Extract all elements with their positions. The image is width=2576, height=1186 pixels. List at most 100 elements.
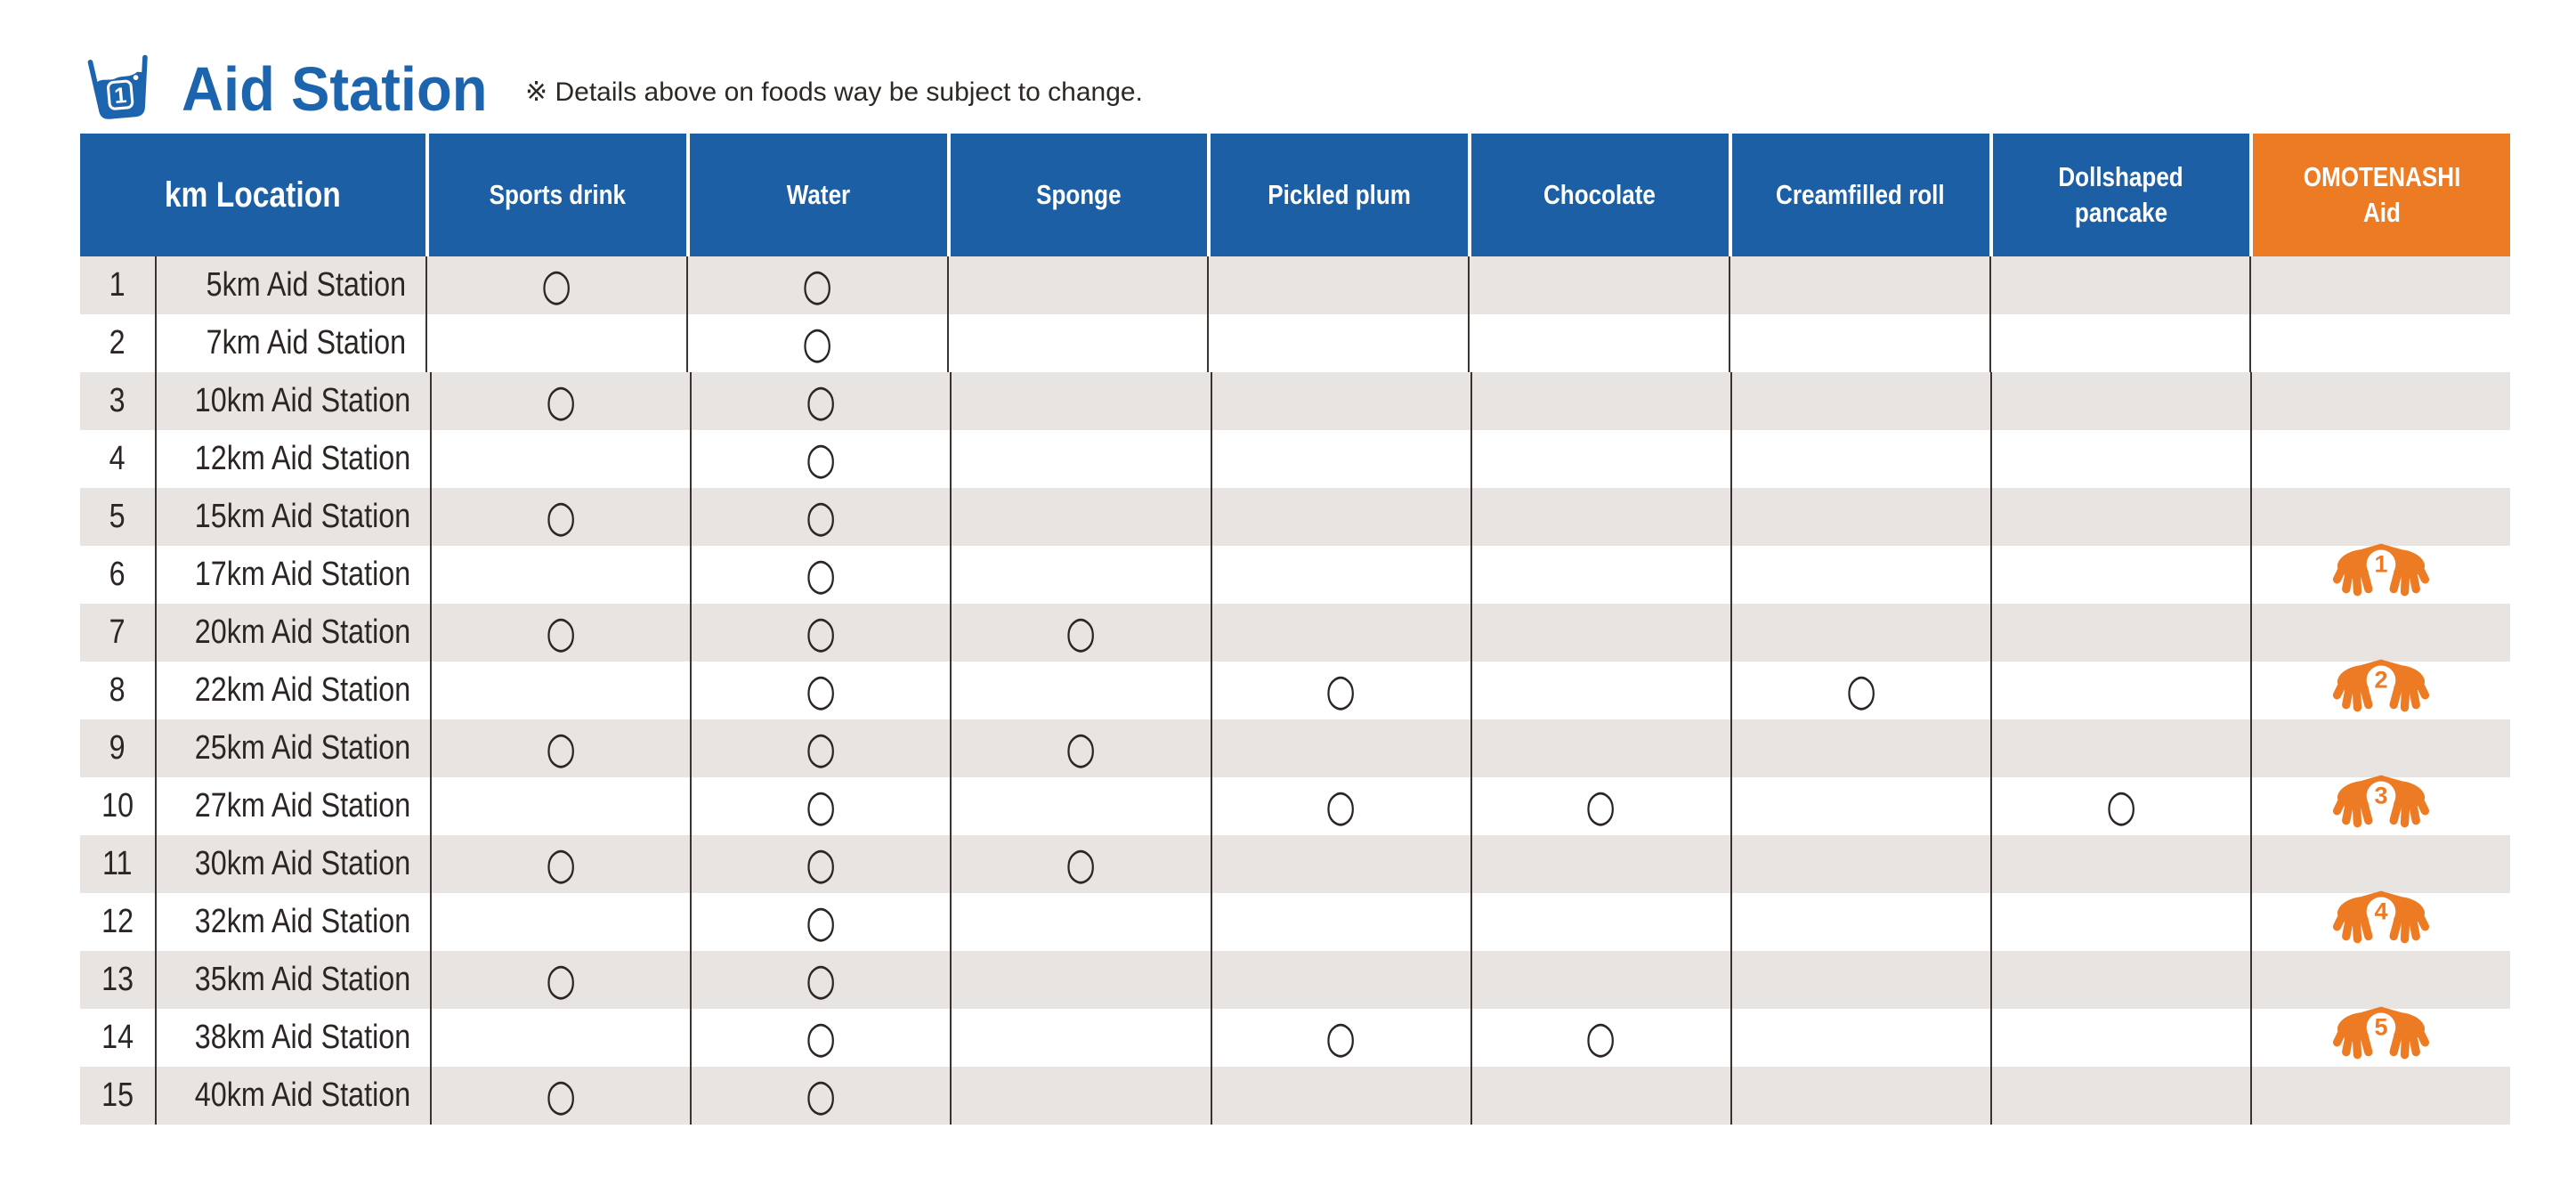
column-header-label: OMOTENASHI xyxy=(2303,161,2460,192)
column-header-label: Dollshaped xyxy=(2058,161,2184,192)
station-name: 30km Aid Station xyxy=(194,845,411,882)
item-cell: ○ xyxy=(427,256,688,314)
column-header-label: Sports drink xyxy=(489,179,627,210)
row-number-cell: 8 xyxy=(80,662,157,719)
omotenashi-aid-cell: 2 xyxy=(2252,659,2510,719)
item-cell xyxy=(1730,314,1991,372)
column-header-label: Water xyxy=(786,179,850,210)
circle-mark: ○ xyxy=(2105,780,2136,832)
circle-mark: ○ xyxy=(806,375,837,426)
item-cell xyxy=(1992,488,2252,546)
item-cell xyxy=(952,777,1212,835)
circle-mark: ○ xyxy=(546,1069,577,1121)
glass-outline xyxy=(87,54,148,119)
item-cell xyxy=(1209,256,1470,314)
item-cell xyxy=(432,893,693,951)
circle-mark: ○ xyxy=(1065,838,1097,890)
omotenashi-aid-number: 3 xyxy=(2374,781,2388,808)
item-cell xyxy=(1472,488,1732,546)
item-cell xyxy=(1732,719,1992,777)
row-number-cell: 13 xyxy=(80,951,157,1009)
column-header-km-location: km Location xyxy=(80,134,429,256)
item-cell: ○ xyxy=(432,835,693,893)
item-cell: ○ xyxy=(432,372,693,430)
circle-mark: ○ xyxy=(806,954,837,1005)
station-name: 25km Aid Station xyxy=(194,729,411,767)
item-cell: ○ xyxy=(952,604,1212,662)
item-cell xyxy=(1212,430,1472,488)
station-name-cell: 7km Aid Station xyxy=(157,314,427,372)
item-cell: ○ xyxy=(692,1067,952,1125)
omotenashi-aid-cell xyxy=(2252,604,2510,662)
column-header-water: Water xyxy=(689,134,951,256)
item-cell xyxy=(1730,256,1991,314)
aid-station-cup-icon: 1 xyxy=(85,54,156,122)
table-row: 11 30km Aid Station ○ ○ ○ xyxy=(80,835,2510,893)
item-cell: ○ xyxy=(952,835,1212,893)
item-cell xyxy=(1732,488,1992,546)
item-cell xyxy=(1992,546,2252,604)
column-header-label: Pickled plum xyxy=(1268,179,1411,210)
omotenashi-aid-number: 5 xyxy=(2374,1012,2388,1040)
circle-mark: ○ xyxy=(1065,722,1097,774)
table-row: 2 7km Aid Station ○ xyxy=(80,314,2510,372)
omotenashi-aid-cell xyxy=(2251,314,2510,372)
circle-mark: ○ xyxy=(546,491,577,542)
item-cell xyxy=(432,546,693,604)
cupped-hands-icon xyxy=(2332,890,2430,943)
item-cell: ○ xyxy=(1732,662,1992,719)
station-name-cell: 20km Aid Station xyxy=(157,604,433,662)
item-cell xyxy=(427,314,688,372)
item-cell: ○ xyxy=(692,488,952,546)
item-cell xyxy=(1472,719,1732,777)
station-name-cell: 15km Aid Station xyxy=(157,488,433,546)
item-cell: ○ xyxy=(688,256,949,314)
item-cell: ○ xyxy=(692,719,952,777)
station-name: 32km Aid Station xyxy=(194,903,411,940)
item-cell: ○ xyxy=(1212,662,1472,719)
item-cell xyxy=(952,430,1212,488)
row-number: 15 xyxy=(101,1076,134,1114)
item-cell xyxy=(1212,951,1472,1009)
table-row: 3 10km Aid Station ○ ○ xyxy=(80,372,2510,430)
row-number: 13 xyxy=(101,961,134,998)
column-header-label: Chocolate xyxy=(1543,179,1657,210)
row-number-cell: 5 xyxy=(80,488,157,546)
circle-mark: ○ xyxy=(1325,780,1357,832)
station-name: 12km Aid Station xyxy=(194,440,411,477)
item-cell xyxy=(1472,835,1732,893)
item-cell xyxy=(1212,1067,1472,1125)
item-cell xyxy=(1212,835,1472,893)
circle-mark: ○ xyxy=(806,838,837,890)
table-row: 5 15km Aid Station ○ ○ xyxy=(80,488,2510,546)
item-cell xyxy=(949,256,1210,314)
item-cell xyxy=(1212,546,1472,604)
circle-mark: ○ xyxy=(806,722,837,774)
circle-mark: ○ xyxy=(806,1069,837,1121)
item-cell xyxy=(1992,835,2252,893)
omotenashi-aid-cell xyxy=(2252,719,2510,777)
row-number: 11 xyxy=(102,845,133,882)
item-cell: ○ xyxy=(692,372,952,430)
circle-mark: ○ xyxy=(546,722,577,774)
row-number-cell: 6 xyxy=(80,546,157,604)
column-header-sponge: Sponge xyxy=(950,134,1211,256)
column-header-pickled-plum: Pickled plum xyxy=(1211,134,1471,256)
row-number: 14 xyxy=(101,1019,134,1056)
column-header-label: Creamfilled roll xyxy=(1776,179,1945,210)
note-text: ※ Details above on foods way be subject … xyxy=(525,77,1143,107)
item-cell: ○ xyxy=(692,893,952,951)
cupped-hands-icon xyxy=(2332,775,2430,827)
omotenashi-hand-icon: 4 xyxy=(2331,890,2431,946)
row-number: 6 xyxy=(109,556,126,593)
item-cell xyxy=(432,1009,693,1067)
row-number-cell: 15 xyxy=(80,1067,157,1125)
station-name-cell: 27km Aid Station xyxy=(157,777,433,835)
cupped-hands-icon xyxy=(2332,659,2430,711)
row-number-cell: 7 xyxy=(80,604,157,662)
station-name: 35km Aid Station xyxy=(194,961,411,998)
item-cell xyxy=(1470,256,1730,314)
circle-mark: ○ xyxy=(541,259,572,311)
item-cell: ○ xyxy=(692,430,952,488)
glass-bubble xyxy=(133,75,139,80)
